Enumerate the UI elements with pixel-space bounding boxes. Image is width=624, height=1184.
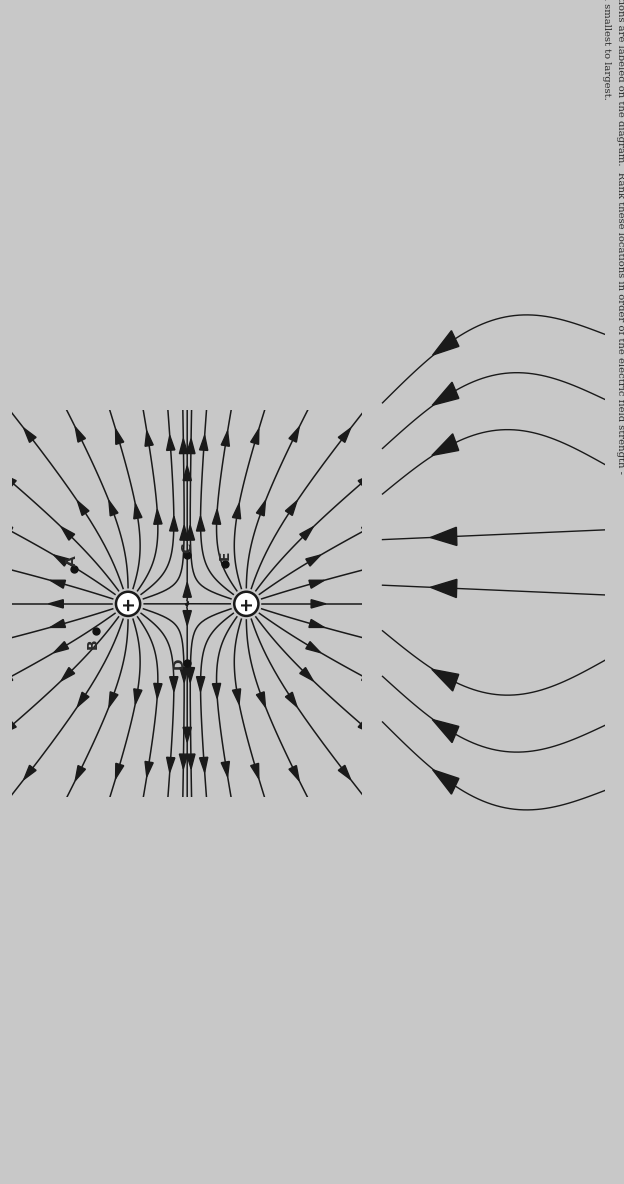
Polygon shape xyxy=(364,566,379,573)
Polygon shape xyxy=(0,525,12,535)
Polygon shape xyxy=(197,676,205,691)
Polygon shape xyxy=(109,691,118,707)
Polygon shape xyxy=(49,600,63,607)
Polygon shape xyxy=(109,501,118,516)
Polygon shape xyxy=(50,580,66,588)
Polygon shape xyxy=(362,525,377,535)
Polygon shape xyxy=(311,600,326,607)
Polygon shape xyxy=(54,642,69,652)
Polygon shape xyxy=(251,764,259,779)
Polygon shape xyxy=(179,439,188,453)
Polygon shape xyxy=(285,693,297,707)
Polygon shape xyxy=(233,689,241,704)
Polygon shape xyxy=(432,770,459,794)
Polygon shape xyxy=(300,668,313,681)
Text: E: E xyxy=(218,551,232,560)
Polygon shape xyxy=(187,439,195,453)
Polygon shape xyxy=(2,721,16,734)
Polygon shape xyxy=(54,555,69,566)
Polygon shape xyxy=(0,635,11,642)
Polygon shape xyxy=(167,436,175,450)
Polygon shape xyxy=(77,501,89,515)
Polygon shape xyxy=(309,580,324,588)
Polygon shape xyxy=(431,579,457,598)
Polygon shape xyxy=(306,642,321,652)
Polygon shape xyxy=(221,761,230,777)
Text: 4.  Consider the electric field lines drawn at the right for a configuration of : 4. Consider the electric field lines dra… xyxy=(602,0,624,474)
Text: C: C xyxy=(180,542,194,553)
Polygon shape xyxy=(432,433,459,456)
Polygon shape xyxy=(289,427,299,442)
Polygon shape xyxy=(212,509,221,525)
Polygon shape xyxy=(0,566,11,573)
Polygon shape xyxy=(145,431,154,446)
Text: +: + xyxy=(237,597,255,611)
Polygon shape xyxy=(145,761,154,777)
Polygon shape xyxy=(180,668,188,682)
Polygon shape xyxy=(432,720,459,742)
Polygon shape xyxy=(24,765,36,779)
Polygon shape xyxy=(432,330,459,355)
Circle shape xyxy=(234,592,258,616)
Polygon shape xyxy=(183,727,192,742)
Polygon shape xyxy=(77,693,89,707)
Polygon shape xyxy=(179,754,188,768)
Polygon shape xyxy=(154,683,162,699)
Polygon shape xyxy=(180,526,188,540)
Polygon shape xyxy=(115,764,124,779)
Text: A: A xyxy=(65,555,79,566)
Polygon shape xyxy=(183,465,192,481)
Polygon shape xyxy=(170,516,178,532)
Polygon shape xyxy=(256,501,265,516)
Polygon shape xyxy=(431,527,457,546)
Polygon shape xyxy=(256,691,265,707)
Polygon shape xyxy=(183,583,192,597)
Polygon shape xyxy=(115,429,124,444)
Text: D: D xyxy=(172,657,186,669)
Polygon shape xyxy=(289,766,299,780)
Polygon shape xyxy=(362,673,377,683)
Polygon shape xyxy=(186,668,195,682)
Polygon shape xyxy=(251,429,259,444)
Polygon shape xyxy=(366,600,381,607)
Polygon shape xyxy=(197,516,205,532)
Polygon shape xyxy=(300,527,313,540)
Polygon shape xyxy=(50,619,66,628)
Polygon shape xyxy=(167,758,175,772)
Polygon shape xyxy=(358,474,372,487)
Polygon shape xyxy=(212,683,221,699)
Polygon shape xyxy=(432,382,459,405)
Polygon shape xyxy=(200,436,208,450)
Polygon shape xyxy=(183,611,192,625)
Polygon shape xyxy=(170,676,178,691)
Polygon shape xyxy=(186,526,195,540)
Polygon shape xyxy=(61,527,75,540)
Polygon shape xyxy=(0,673,12,683)
Polygon shape xyxy=(24,429,36,443)
Polygon shape xyxy=(358,721,372,734)
Polygon shape xyxy=(338,429,351,443)
Text: +: + xyxy=(119,597,137,611)
Circle shape xyxy=(116,592,140,616)
Polygon shape xyxy=(2,474,16,487)
Polygon shape xyxy=(154,509,162,525)
Polygon shape xyxy=(285,501,297,515)
Polygon shape xyxy=(432,669,459,691)
Polygon shape xyxy=(0,600,9,607)
Polygon shape xyxy=(76,766,85,780)
Polygon shape xyxy=(309,619,324,628)
Polygon shape xyxy=(76,427,85,442)
Polygon shape xyxy=(187,754,195,768)
Polygon shape xyxy=(233,503,241,519)
Polygon shape xyxy=(306,555,321,566)
Polygon shape xyxy=(338,765,351,779)
Polygon shape xyxy=(200,758,208,772)
Polygon shape xyxy=(221,431,230,446)
Polygon shape xyxy=(134,689,142,704)
Polygon shape xyxy=(364,635,379,642)
Polygon shape xyxy=(61,668,75,681)
Polygon shape xyxy=(134,503,142,519)
Text: B: B xyxy=(86,639,100,650)
